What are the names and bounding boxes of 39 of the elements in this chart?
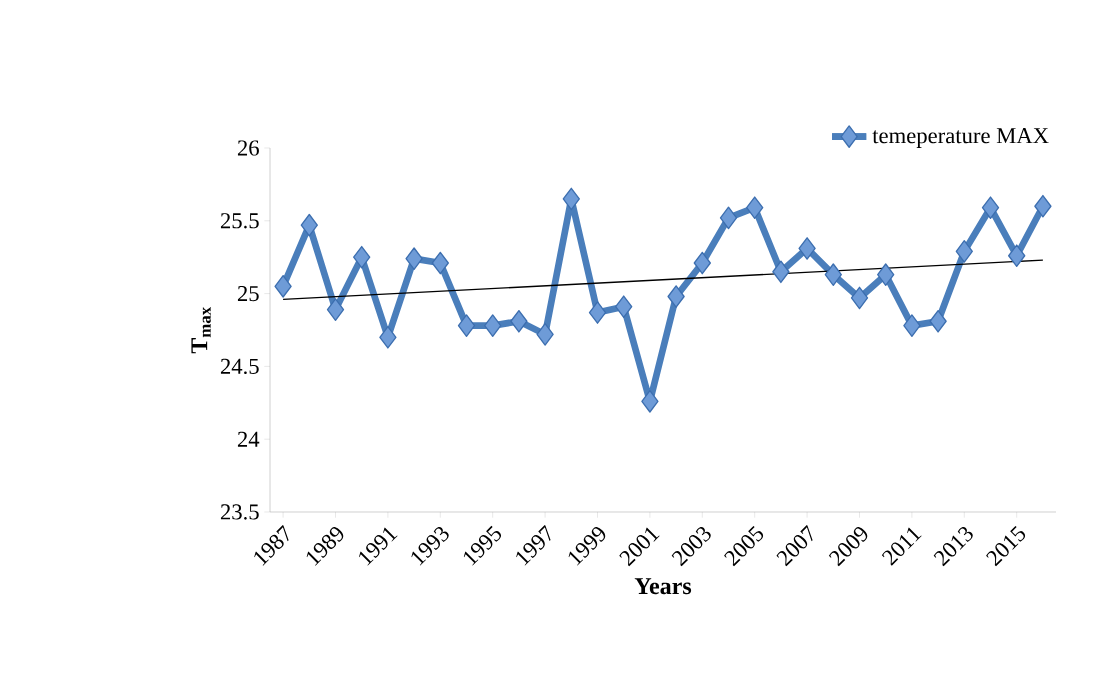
point [405,247,423,270]
point [772,260,790,284]
point [615,295,633,319]
point [484,314,502,337]
point [824,263,842,287]
y-tick-label: 24 [237,431,260,447]
y-tick-label: 25.5 [220,213,259,229]
point [353,245,371,269]
point [798,237,816,260]
y-tick-label: 23.5 [220,504,259,520]
point [981,196,1000,220]
point [1008,244,1026,268]
point [877,263,895,287]
point [379,325,397,349]
point [850,286,869,310]
point [641,390,659,413]
point [667,285,685,308]
y-axis-title: T$_{max}$ [191,307,211,354]
point [719,206,738,230]
point [588,301,607,324]
point [457,314,476,337]
point [431,251,449,275]
y-tick-label: 25 [237,285,259,302]
point [300,213,318,237]
legend-label: temeperature MAX [872,128,1049,148]
x-axis-title: Years [634,578,692,595]
y-tick-label: 26 [237,140,259,156]
point [746,196,764,220]
y-tick-label: 24.5 [220,358,259,375]
point [903,314,921,337]
point [955,240,973,263]
point [1034,194,1052,218]
point [274,274,292,298]
point [510,309,528,333]
point [536,323,554,346]
point [693,251,711,275]
point [562,187,580,211]
point [929,309,947,333]
point [326,298,345,321]
